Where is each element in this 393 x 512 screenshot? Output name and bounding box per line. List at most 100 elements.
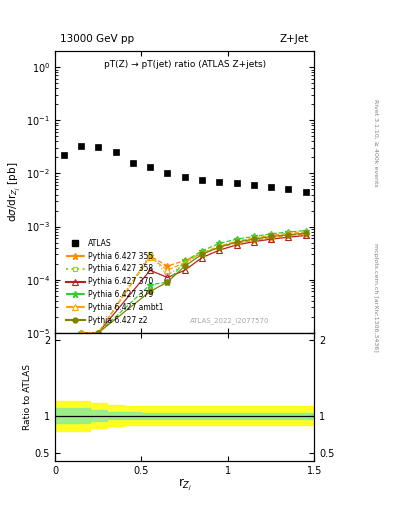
Pythia 6.427 379 (269, 231, 274, 237)
Pythia 6.427 z2 (303, 230, 308, 236)
Pythia 6.427 ambt1 (79, 330, 83, 336)
Pythia 6.427 z2 (96, 330, 101, 336)
Pythia 6.427 358 (269, 233, 274, 240)
Pythia 6.427 370 (200, 254, 204, 261)
Pythia 6.427 ambt1 (286, 230, 291, 236)
Line: Pythia 6.427 358: Pythia 6.427 358 (79, 230, 308, 335)
Pythia 6.427 358 (252, 236, 256, 242)
Y-axis label: Ratio to ATLAS: Ratio to ATLAS (23, 364, 32, 430)
ATLAS (252, 182, 256, 188)
ATLAS (113, 149, 118, 155)
Line: Pythia 6.427 370: Pythia 6.427 370 (78, 232, 309, 335)
Line: Pythia 6.427 355: Pythia 6.427 355 (77, 231, 309, 336)
Pythia 6.427 355 (303, 231, 308, 237)
Pythia 6.427 370 (182, 267, 187, 273)
Pythia 6.427 ambt1 (182, 260, 187, 266)
Pythia 6.427 379 (303, 227, 308, 233)
Pythia 6.427 379 (286, 229, 291, 235)
Pythia 6.427 379 (96, 330, 101, 336)
Line: Pythia 6.427 379: Pythia 6.427 379 (77, 227, 309, 336)
Pythia 6.427 z2 (200, 251, 204, 258)
Pythia 6.427 ambt1 (96, 330, 101, 336)
Y-axis label: d$\sigma$/dr$_{Z_j}$ [pb]: d$\sigma$/dr$_{Z_j}$ [pb] (7, 162, 23, 222)
Pythia 6.427 355 (269, 234, 274, 241)
Pythia 6.427 z2 (165, 279, 170, 285)
Pythia 6.427 ambt1 (303, 229, 308, 235)
Pythia 6.427 z2 (182, 263, 187, 269)
Text: Z+Jet: Z+Jet (280, 34, 309, 44)
Pythia 6.427 ambt1 (269, 232, 274, 238)
Pythia 6.427 379 (252, 233, 256, 240)
Pythia 6.427 358 (182, 261, 187, 267)
Pythia 6.427 z2 (217, 244, 222, 250)
ATLAS (269, 184, 274, 190)
Pythia 6.427 379 (182, 259, 187, 265)
Pythia 6.427 358 (148, 251, 152, 258)
ATLAS (130, 160, 135, 166)
Pythia 6.427 355 (234, 240, 239, 246)
ATLAS (165, 170, 170, 177)
Pythia 6.427 z2 (148, 288, 152, 294)
Pythia 6.427 370 (252, 239, 256, 245)
Pythia 6.427 379 (79, 330, 83, 336)
Text: mcplots.cern.ch [arXiv:1306.3436]: mcplots.cern.ch [arXiv:1306.3436] (373, 243, 378, 351)
Pythia 6.427 358 (79, 330, 83, 336)
ATLAS (61, 152, 66, 158)
ATLAS (148, 164, 152, 170)
Pythia 6.427 355 (79, 330, 83, 336)
Pythia 6.427 358 (200, 250, 204, 256)
Pythia 6.427 355 (200, 250, 204, 257)
Pythia 6.427 355 (217, 245, 222, 251)
Line: Pythia 6.427 z2: Pythia 6.427 z2 (96, 231, 308, 335)
Pythia 6.427 ambt1 (148, 253, 152, 260)
ATLAS (286, 186, 291, 193)
Pythia 6.427 355 (96, 330, 101, 336)
Pythia 6.427 355 (182, 258, 187, 264)
Pythia 6.427 370 (286, 234, 291, 240)
Pythia 6.427 370 (79, 330, 83, 336)
ATLAS (182, 174, 187, 180)
Text: pT(Z) → pT(jet) ratio (ATLAS Z+jets): pT(Z) → pT(jet) ratio (ATLAS Z+jets) (104, 60, 266, 69)
Pythia 6.427 ambt1 (234, 238, 239, 244)
Pythia 6.427 355 (148, 253, 152, 259)
Line: ATLAS: ATLAS (61, 143, 309, 195)
Pythia 6.427 379 (165, 279, 170, 285)
Pythia 6.427 379 (217, 241, 222, 247)
Pythia 6.427 370 (303, 232, 308, 239)
ATLAS (234, 180, 239, 186)
Pythia 6.427 z2 (286, 232, 291, 238)
Pythia 6.427 358 (165, 272, 170, 279)
Pythia 6.427 358 (96, 330, 101, 336)
ATLAS (96, 144, 101, 151)
ATLAS (303, 189, 308, 195)
Pythia 6.427 358 (217, 244, 222, 250)
Pythia 6.427 370 (148, 267, 152, 273)
Pythia 6.427 355 (252, 237, 256, 243)
ATLAS (200, 177, 204, 183)
Pythia 6.427 z2 (269, 233, 274, 240)
Pythia 6.427 370 (217, 247, 222, 253)
Text: 13000 GeV pp: 13000 GeV pp (60, 34, 134, 44)
Pythia 6.427 358 (234, 239, 239, 245)
Pythia 6.427 z2 (252, 236, 256, 242)
Pythia 6.427 379 (200, 248, 204, 254)
Pythia 6.427 ambt1 (217, 243, 222, 249)
Pythia 6.427 370 (165, 274, 170, 281)
Pythia 6.427 370 (234, 242, 239, 248)
Pythia 6.427 355 (165, 263, 170, 269)
Text: ATLAS_2022_I2077570: ATLAS_2022_I2077570 (190, 317, 269, 325)
Pythia 6.427 ambt1 (252, 235, 256, 241)
ATLAS (79, 143, 83, 149)
Pythia 6.427 370 (96, 330, 101, 336)
Pythia 6.427 379 (234, 236, 239, 242)
Line: Pythia 6.427 ambt1: Pythia 6.427 ambt1 (78, 229, 309, 335)
Pythia 6.427 358 (303, 229, 308, 236)
Pythia 6.427 ambt1 (200, 250, 204, 256)
Pythia 6.427 370 (269, 236, 274, 242)
ATLAS (217, 179, 222, 185)
Pythia 6.427 379 (148, 282, 152, 288)
X-axis label: r$_{Z_j}$: r$_{Z_j}$ (178, 477, 192, 493)
Pythia 6.427 ambt1 (165, 267, 170, 273)
Pythia 6.427 358 (286, 231, 291, 238)
Pythia 6.427 z2 (234, 239, 239, 245)
